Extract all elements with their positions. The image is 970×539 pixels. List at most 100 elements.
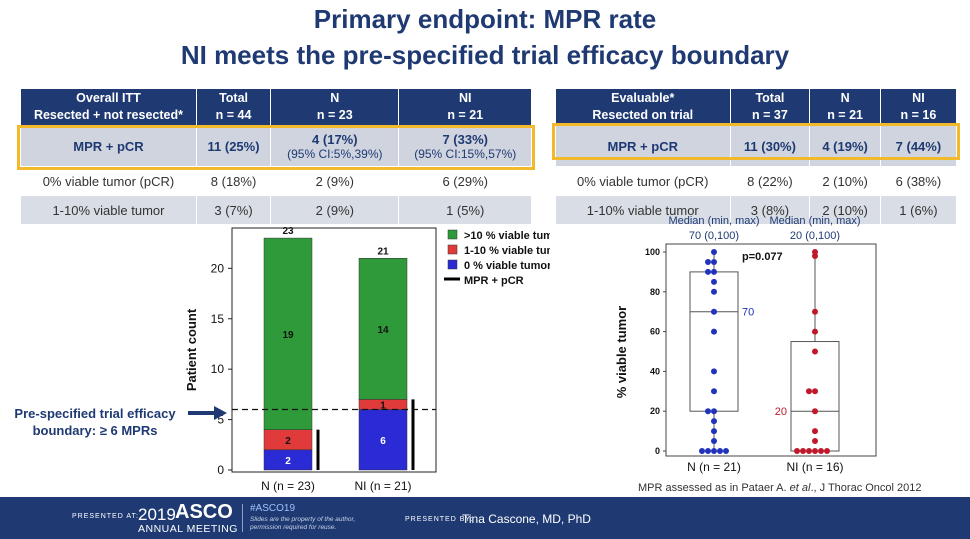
- legend-label: 1-10 % viable tumor: [464, 245, 550, 257]
- legend-label: >10 % viable tumor: [464, 230, 550, 242]
- data-point: [711, 308, 717, 315]
- itt-row-pcr: 0% viable tumor (pCR) 8 (18%) 2 (9%) 6 (…: [20, 166, 532, 196]
- data-point: [711, 428, 717, 435]
- y-tick-label: 100: [645, 247, 660, 257]
- row-label: MPR + pCR: [20, 125, 197, 167]
- row-label: 0% viable tumor (pCR): [555, 166, 731, 196]
- legend-swatch: [447, 244, 458, 255]
- bar-total-label: 21: [377, 246, 389, 257]
- y-tick-label: 5: [217, 413, 224, 427]
- itt-header-cell: Overall ITT Resected + not resected*: [20, 88, 197, 126]
- data-point: [812, 328, 818, 335]
- boundary-annotation: Pre-specified trial efficacy boundary: ≥…: [4, 405, 186, 439]
- data-point: [812, 252, 818, 259]
- cell-total: 8 (22%): [729, 166, 811, 196]
- itt-table: Overall ITT Resected + not resected* Tota…: [20, 88, 532, 225]
- data-point: [812, 428, 818, 435]
- footer-bar: PRESENTED AT: 2019 ASCO ANNUAL MEETING #…: [0, 497, 970, 539]
- itt-row-mpr: MPR + pCR 11 (25%) 4 (17%) (95% CI:5%,39%…: [20, 125, 532, 167]
- box: [790, 341, 840, 452]
- disclaimer-line2: permission required for reuse.: [250, 524, 337, 531]
- box-plot: % viable tumor 0 20 40 60 80 100 70 N (n = 21) M…: [614, 215, 877, 474]
- data-point: [818, 448, 824, 454]
- data-point: [711, 258, 717, 265]
- presenter-name: Tina Cascone, MD, PhD: [462, 512, 591, 526]
- eval-header-cell: Total n = 37: [729, 88, 811, 126]
- itt-header-cell: NI n = 21: [398, 88, 532, 126]
- median-label: 70: [742, 307, 754, 319]
- itt-row-1-10: 1-10% viable tumor 3 (7%) 2 (9%) 1 (5%): [20, 195, 532, 225]
- data-point: [717, 448, 723, 454]
- hashtag: #ASCO19: [250, 503, 296, 514]
- data-point: [711, 388, 717, 395]
- y-tick-label: 20: [211, 261, 225, 275]
- median-label: 20: [775, 406, 787, 418]
- data-point: [800, 448, 806, 454]
- eval-row-1-10: 1-10% viable tumor 3 (8%) 2 (10%) 1 (6%): [555, 195, 958, 225]
- cell-n: 4 (17%) (95% CI:5%,39%): [270, 125, 400, 167]
- eval-header-cell: Evaluable* Resected on trial: [555, 88, 731, 126]
- y-axis-title: Patient count: [184, 308, 199, 391]
- x-tick-label: NI (n = 21): [354, 479, 411, 493]
- bar-data-label: 1: [380, 400, 386, 411]
- legend-swatch: [447, 259, 458, 270]
- y-tick-label: 80: [650, 287, 660, 297]
- data-point: [812, 408, 818, 415]
- data-point: [812, 448, 818, 454]
- itt-header-row: Overall ITT Resected + not resected* Tota…: [20, 88, 532, 126]
- eval-row-pcr: 0% viable tumor (pCR) 8 (22%) 2 (10%) 6 …: [555, 166, 958, 196]
- legend-swatch: [447, 229, 458, 240]
- meeting-year: 2019: [138, 505, 176, 524]
- data-point: [812, 348, 818, 355]
- bar-segment: [358, 409, 408, 471]
- cell-total: 3 (8%): [729, 195, 811, 225]
- data-point: [723, 448, 729, 454]
- data-point: [711, 418, 717, 425]
- data-point: [711, 278, 717, 285]
- y-tick-label: 15: [211, 312, 225, 326]
- disclaimer-line1: Slides are the property of the author,: [250, 516, 356, 523]
- footer-divider: [242, 504, 243, 532]
- data-point: [711, 438, 717, 445]
- bar-data-label: 2: [285, 456, 291, 467]
- row-label: 0% viable tumor (pCR): [20, 166, 197, 196]
- legend-label: MPR + pCR: [464, 275, 524, 287]
- itt-mpr-highlight: [17, 125, 535, 170]
- boundary-text-line1: Pre-specified trial efficacy: [14, 406, 176, 421]
- presented-by-label: PRESENTED BY:: [405, 516, 474, 523]
- data-point: [812, 388, 818, 395]
- cell-ni: 7 (33%) (95% CI:15%,57%): [398, 125, 532, 167]
- y-tick-label: 20: [650, 406, 660, 416]
- eval-mpr-highlight: [552, 123, 960, 160]
- presented-at-label: PRESENTED AT:: [72, 513, 139, 520]
- cell-ni: 6 (38%): [879, 166, 958, 196]
- data-point: [705, 448, 711, 454]
- itt-header-cell: Total n = 44: [195, 88, 272, 126]
- stacked-bar-chart: Patient count 0 5 10 15 20 2 2 19 23 N (n = 23) 6…: [184, 226, 550, 493]
- boundary-arrow-icon: [188, 406, 227, 420]
- data-point: [711, 408, 717, 415]
- cell-total: 11 (25%): [195, 125, 272, 167]
- p-value-label: p=0.077: [742, 251, 783, 263]
- bar-segment: [263, 237, 313, 430]
- y-tick-label: 10: [211, 362, 225, 376]
- data-point: [711, 328, 717, 335]
- slide-title: Primary endpoint: MPR rate: [313, 4, 657, 34]
- cell-total: 3 (7%): [195, 195, 272, 225]
- bar-data-label: 6: [380, 436, 386, 447]
- data-point: [705, 258, 711, 265]
- plot-frame: [665, 243, 877, 457]
- data-point: [812, 308, 818, 315]
- data-point: [711, 448, 717, 454]
- data-point: [705, 268, 711, 275]
- median-header-value: 20 (0,100): [790, 230, 840, 242]
- row-label: 1-10% viable tumor: [555, 195, 731, 225]
- data-point: [812, 438, 818, 445]
- mpr-reference-note: MPR assessed as in Pataer A. et al., J T…: [638, 482, 922, 494]
- meeting-logo: ASCO: [175, 501, 233, 523]
- cell-ni: 6 (29%): [398, 166, 532, 196]
- bar-data-label: 14: [377, 325, 389, 336]
- median-header: Median (min, max): [769, 215, 860, 227]
